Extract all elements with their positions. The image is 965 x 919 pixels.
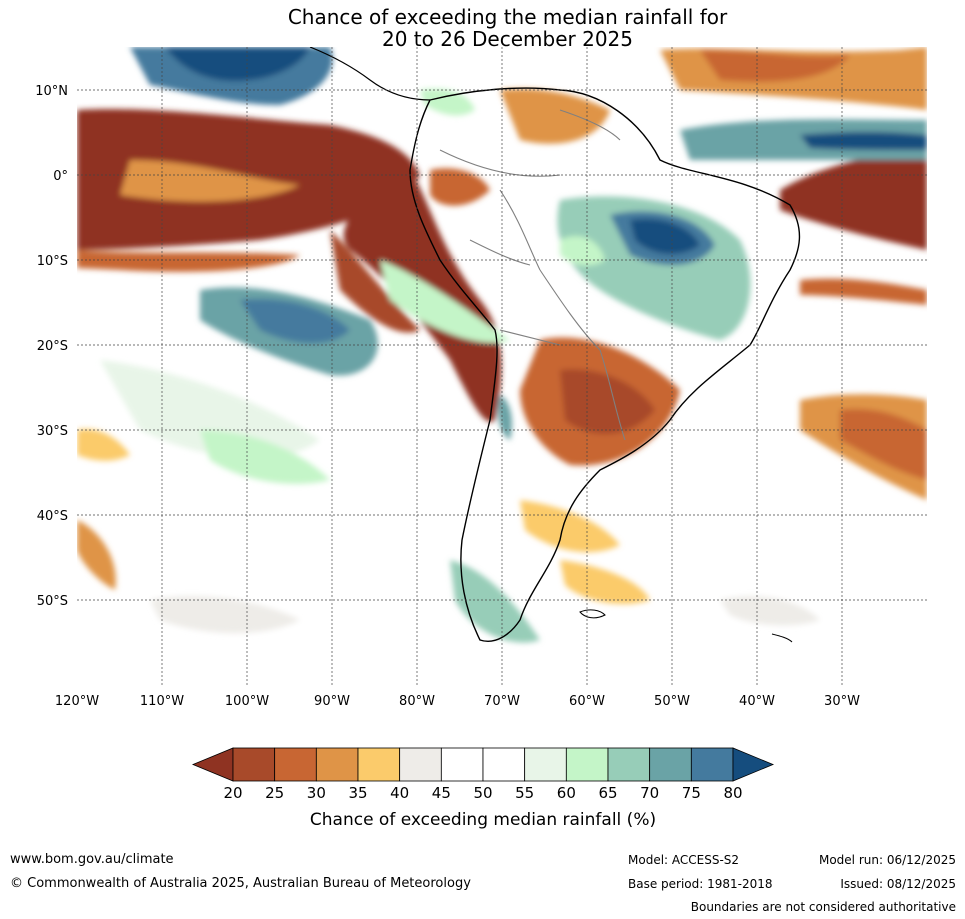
colorbar-cell	[399, 747, 442, 782]
lat-label: 0°	[53, 169, 68, 184]
colorbar-tick-label: 70	[640, 784, 659, 802]
colorbar-tick-label: 45	[432, 784, 451, 802]
website-link[interactable]: www.bom.gov.au/climate	[10, 852, 174, 867]
colorbar-cell	[649, 747, 692, 782]
colorbar-tick-label: 35	[348, 784, 367, 802]
colorbar-cell	[232, 747, 276, 782]
lat-label: 30°S	[37, 424, 68, 439]
model-name: Model: ACCESS-S2	[628, 853, 740, 867]
country-boundaries	[439, 109, 626, 441]
wet-region-tropical-atlantic	[680, 119, 927, 160]
colorbar-title: Chance of exceeding median rainfall (%)	[310, 810, 656, 830]
lon-label: 40°W	[739, 694, 775, 709]
colorbar-extend-low	[191, 747, 234, 782]
colorbar-cell	[315, 747, 359, 782]
colorbar-tick-label: 65	[598, 784, 617, 802]
colorbar-tick-label: 50	[473, 784, 492, 802]
colorbar-tick-label: 75	[682, 784, 701, 802]
colorbar-cell	[524, 747, 567, 782]
colorbar-cell	[274, 747, 317, 782]
copyright-text: © Commonwealth of Australia 2025, Austra…	[10, 876, 471, 891]
lat-label: 20°S	[37, 339, 68, 354]
lon-label: 80°W	[399, 694, 435, 709]
colorbar-tick-label: 30	[307, 784, 326, 802]
colorbar-cell	[482, 747, 526, 782]
lon-label: 100°W	[225, 694, 269, 709]
colorbar-tick-label: 20	[223, 784, 242, 802]
lon-label: 70°W	[484, 694, 520, 709]
falkland-islands	[579, 609, 606, 619]
colorbar-tick-label: 80	[723, 784, 742, 802]
colorbar-cell	[357, 747, 401, 782]
rainfall-probability-shading	[77, 47, 927, 685]
map-title-line-2: 20 to 26 December 2025	[381, 27, 633, 51]
colorbar-cell	[565, 747, 609, 782]
south-america-coastline	[409, 87, 801, 642]
lon-label: 60°W	[569, 694, 605, 709]
dry-region-pacific-margin	[77, 250, 300, 272]
map-title-line-1: Chance of exceeding the median rainfall …	[287, 5, 728, 29]
colorbar-cell	[690, 747, 734, 782]
colorbar-tick-label: 25	[265, 784, 284, 802]
colorbar-cell	[440, 747, 484, 782]
boundary-disclaimer: Boundaries are not considered authoritat…	[690, 900, 956, 914]
issued-date: Issued: 08/12/2025	[840, 877, 956, 891]
lon-label: 30°W	[824, 694, 860, 709]
colorbar-extend-high	[732, 747, 775, 782]
longitude-labels: 120°W 110°W 100°W 90°W 80°W 70°W 60°W 50…	[55, 694, 860, 709]
south-georgia-island	[771, 633, 793, 643]
lon-label: 120°W	[55, 694, 99, 709]
colorbar-tick-label: 55	[515, 784, 534, 802]
colorbar-cell	[607, 747, 651, 782]
latitude-labels: 10°N 0° 10°S 20°S 30°S 40°S 50°S	[35, 84, 68, 609]
lat-label: 10°S	[37, 254, 68, 269]
colorbar: 20 25 30 35 40 45 50 55 60 65 70 75 80	[191, 747, 775, 802]
graticule	[77, 47, 927, 685]
model-run-date: Model run: 06/12/2025	[818, 853, 956, 867]
lat-label: 50°S	[37, 594, 68, 609]
lat-label: 10°N	[35, 84, 68, 99]
lon-label: 90°W	[314, 694, 350, 709]
lon-label: 50°W	[654, 694, 690, 709]
colorbar-tick-label: 60	[557, 784, 576, 802]
central-america-coastline	[309, 47, 431, 101]
colorbar-tick-label: 40	[390, 784, 409, 802]
lat-label: 40°S	[37, 509, 68, 524]
lon-label: 110°W	[140, 694, 184, 709]
base-period: Base period: 1981-2018	[628, 877, 773, 891]
